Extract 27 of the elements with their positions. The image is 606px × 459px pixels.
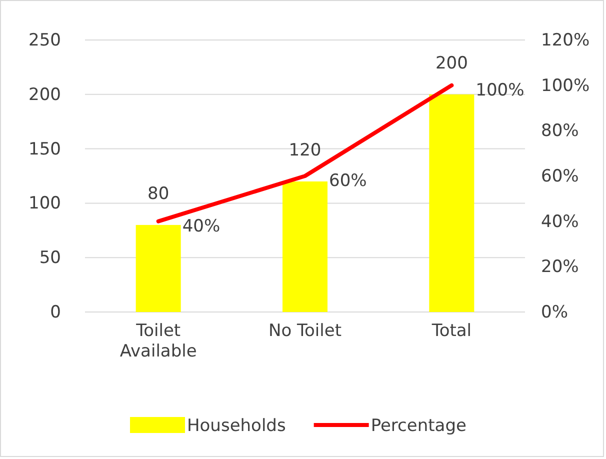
y2-tick-label: 80% xyxy=(541,121,579,142)
data-label: 60% xyxy=(329,171,367,191)
data-label: 120 xyxy=(288,140,322,160)
y-tick-label: 250 xyxy=(28,30,61,50)
data-label: 80 xyxy=(148,184,170,204)
x-tick-label: Total xyxy=(430,321,472,342)
data-label: 200 xyxy=(435,53,468,74)
legend-label: Percentage xyxy=(370,416,466,436)
y2-tick-label: 100% xyxy=(541,76,590,96)
y-tick-label: 150 xyxy=(28,139,61,160)
y-tick-label: 0 xyxy=(50,302,61,322)
y2-tick-label: 40% xyxy=(541,212,579,232)
data-label: 40% xyxy=(182,216,220,236)
x-tick-label: No Toilet xyxy=(268,321,342,342)
bar xyxy=(282,181,328,312)
y-tick-label: 50 xyxy=(39,248,61,268)
y2-tick-label: 120% xyxy=(541,30,590,50)
y2-tick-label: 0% xyxy=(541,302,568,322)
y2-tick-label: 20% xyxy=(541,257,579,278)
y2-tick-label: 60% xyxy=(541,166,579,186)
data-label: 100% xyxy=(476,80,524,100)
bar xyxy=(429,94,474,312)
x-tick-label: Toilet Available xyxy=(120,321,197,362)
y-tick-label: 100 xyxy=(28,194,61,214)
legend-label: Households xyxy=(187,416,286,436)
bar xyxy=(136,224,181,312)
y-tick-label: 200 xyxy=(28,84,61,105)
